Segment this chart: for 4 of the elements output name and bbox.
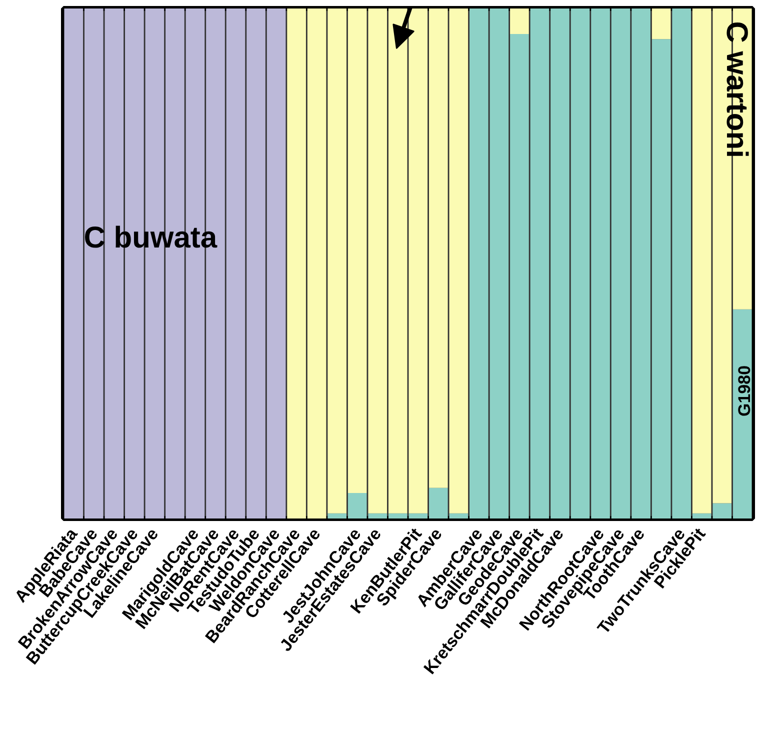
annotation: G1980 [734,365,754,416]
bar [652,8,671,40]
annotation: C wartoni [720,21,753,158]
bar [510,8,529,34]
